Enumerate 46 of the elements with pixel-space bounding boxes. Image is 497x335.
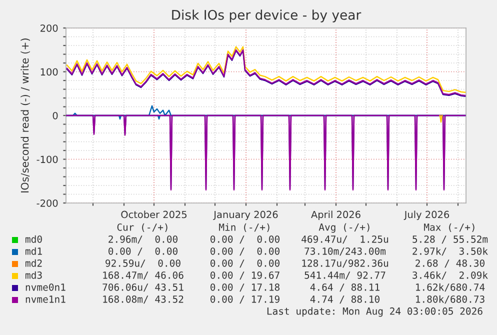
text: Avg (-/+) <box>318 223 370 233</box>
text: 2.97k/ 3.50k <box>412 247 488 256</box>
text: Min (-/+) <box>219 223 270 232</box>
text: 541.44m/ 92.77 <box>304 271 386 280</box>
y-tick-label: -200 <box>36 199 58 207</box>
x-tick-label: October 2025 <box>121 210 187 218</box>
text: 0.00 / 17.18 <box>210 283 280 292</box>
y-tick-label: 100 <box>40 68 58 76</box>
text: 1.62k/680.74 <box>416 283 485 292</box>
text: 0.00 / 19.67 <box>210 271 280 280</box>
chart-title: Disk IOs per device - by year <box>172 10 362 22</box>
text: 2.96m/ 0.00 <box>108 235 178 244</box>
text: 4.64 / 88.11 <box>310 283 380 292</box>
text: 4.74 / 88.10 <box>310 295 380 304</box>
legend-label: nvme1n1 <box>26 296 66 303</box>
text: 2.68 / 48.30 <box>416 259 484 268</box>
y-tick-label: -100 <box>36 156 58 164</box>
legend-label: nvme0n1 <box>26 283 66 291</box>
x-tick-label: January 2026 <box>213 210 278 220</box>
text: 128.17u/982.36u <box>302 259 388 268</box>
text: 0.00 / 17.19 <box>210 295 280 304</box>
text: 5.28 / 55.52m <box>412 235 488 244</box>
y-tick-label: 200 <box>40 24 58 32</box>
text: 0.00 / 0.00 <box>108 247 178 256</box>
text: 0.00 / 0.00 <box>210 247 280 256</box>
legend-label: md0 <box>26 235 42 243</box>
text: Max (-/+) <box>424 223 474 232</box>
legend-label: md2 <box>26 259 42 267</box>
text: Last update: Mon Aug 24 03:00:05 2026 <box>267 307 482 317</box>
x-tick-label: July 2026 <box>404 210 450 220</box>
text: 73.10m/243.00m <box>304 247 386 256</box>
text: 168.08m/ 43.52 <box>103 295 184 304</box>
text: 0.00 / 0.00 <box>210 235 280 244</box>
text: Cur (-/+) <box>117 223 168 232</box>
legend-label: md1 <box>26 247 42 255</box>
text: 168.47m/ 46.06 <box>103 271 184 280</box>
text: 0.00 / 0.00 <box>210 259 280 268</box>
text: 469.47u/ 1.25u <box>302 235 388 244</box>
text: 92.59u/ 0.00 <box>106 259 180 268</box>
x-tick-label: April 2026 <box>311 210 360 220</box>
y-tick-label: 0 <box>52 112 58 120</box>
text: 706.06u/ 43.51 <box>102 283 184 292</box>
y-axis-title: IOs/second read (-) / write (+) <box>20 38 30 192</box>
text: 1.80k/680.73 <box>416 295 484 304</box>
legend-label: md3 <box>26 271 42 279</box>
text: 3.46k/ 2.09k <box>412 271 488 280</box>
